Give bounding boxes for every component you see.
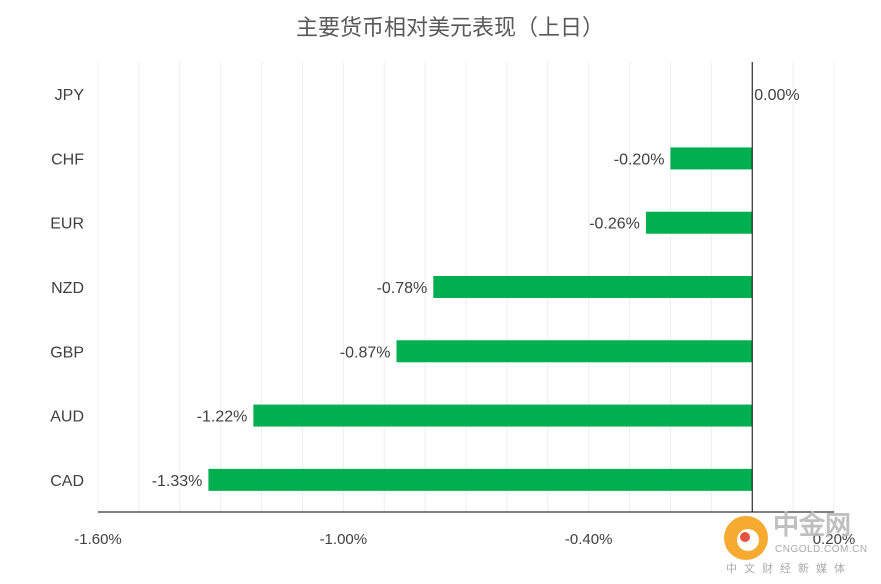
watermark-url: CNGOLD.COM.CN (775, 544, 868, 555)
x-tick-labels: -1.60% -1.00% -0.40% 0.20% (74, 531, 855, 548)
bar-nzd (433, 276, 753, 298)
bar-aud (253, 404, 753, 427)
category-labels: JPY CHF EUR NZD GBP AUD CAD (50, 87, 84, 490)
data-label: -1.22% (197, 409, 248, 426)
watermark-name: 中金网 (773, 510, 851, 541)
category-label: AUD (50, 409, 84, 426)
x-tick-label: 0.20% (813, 531, 856, 548)
category-label: EUR (50, 216, 84, 233)
x-tick-label: -1.00% (320, 531, 368, 548)
data-label: -1.33% (152, 473, 203, 490)
data-label: -0.87% (340, 344, 391, 361)
data-label: -0.26% (589, 216, 640, 233)
data-label: -0.20% (614, 151, 665, 168)
category-label: CAD (50, 473, 84, 490)
data-label: 0.00% (754, 87, 799, 104)
watermark-tagline: 中文财经新媒体 (726, 561, 852, 575)
x-tick-label: -0.40% (565, 531, 613, 548)
bars (208, 147, 753, 491)
axes (98, 62, 834, 513)
watermark-logo-dot-icon (740, 532, 750, 542)
category-label: GBP (50, 344, 84, 361)
bar-chf (670, 147, 753, 170)
bar-eur (645, 211, 753, 234)
category-label: JPY (55, 87, 85, 104)
chart-title: 主要货币相对美元表现（上日） (296, 16, 604, 41)
category-label: NZD (51, 280, 84, 297)
bar-gbp (396, 340, 753, 363)
category-label: CHF (51, 151, 84, 168)
watermark: 中金网 CNGOLD.COM.CN 中文财经新媒体 (724, 510, 868, 575)
bar-cad (208, 468, 753, 491)
data-label: -0.78% (377, 280, 428, 297)
data-labels: 0.00% -0.20% -0.26% -0.78% -0.87% -1.22% -1.33… (152, 87, 800, 490)
x-tick-label: -1.60% (74, 531, 122, 548)
